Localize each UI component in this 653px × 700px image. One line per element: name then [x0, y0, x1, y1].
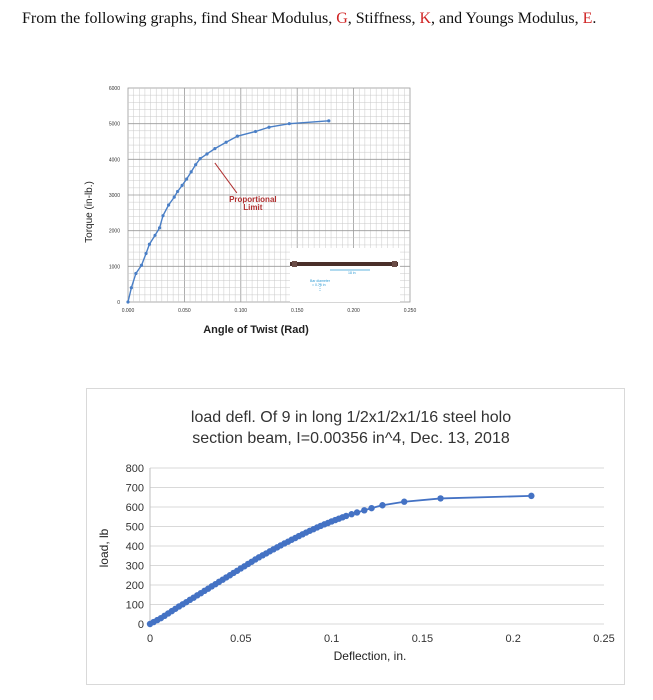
data-point — [361, 507, 368, 514]
x-tick-label: 0.050 — [178, 308, 191, 314]
y-tick-label: 600 — [126, 502, 144, 514]
data-point — [287, 122, 291, 126]
annotation-line1: Proportional — [229, 195, 277, 204]
data-point — [139, 263, 144, 267]
x-tick-label: 0.150 — [291, 308, 304, 314]
series-points — [126, 119, 331, 304]
data-point — [437, 495, 444, 502]
data-point — [161, 214, 165, 218]
data-point — [172, 195, 176, 199]
question-text: From the following graphs, find Shear Mo… — [22, 10, 642, 28]
y-axis-label: load, lb — [97, 528, 111, 567]
data-point — [224, 140, 228, 144]
x-tick-label: 0.200 — [347, 308, 360, 314]
annotation-leader — [214, 162, 238, 194]
y-tick-label: 0 — [138, 619, 144, 631]
data-point — [528, 492, 535, 500]
data-point — [379, 502, 386, 509]
data-point — [368, 504, 375, 512]
x-tick-labels: 0 0.05 0.1 0.15 0.2 0.25 — [147, 633, 615, 645]
data-point — [147, 242, 152, 246]
data-point — [167, 203, 171, 207]
x-tick-label: 0.05 — [230, 633, 251, 645]
data-point — [213, 147, 217, 151]
y-tick-label: 4000 — [109, 157, 120, 163]
y-tick-label: 5000 — [109, 122, 120, 128]
y-tick-label: 300 — [126, 561, 144, 573]
question-lead: From the following graphs, find Shear Mo… — [22, 10, 333, 27]
x-tick-labels: 0.000 0.050 0.100 0.150 0.200 0.250 — [122, 308, 417, 314]
inset-background — [290, 248, 400, 302]
y-tick-label: 0 — [117, 300, 120, 306]
question-end: . — [592, 10, 597, 27]
x-tick-label: 0.100 — [235, 308, 248, 314]
data-point — [185, 177, 189, 181]
data-point — [267, 125, 271, 129]
y-tick-label: 100 — [126, 600, 144, 612]
inset-photo: Bar diameter= 0.75 in 18 in — [290, 248, 400, 302]
data-point — [126, 300, 130, 304]
data-point — [134, 271, 138, 276]
data-point — [253, 129, 258, 134]
question-mid-1: , Stiffness, — [347, 10, 416, 27]
x-tick-label: 0.250 — [404, 308, 417, 314]
data-point — [353, 509, 361, 516]
steel-bar-icon — [290, 262, 398, 266]
y-tick-label: 6000 — [109, 86, 120, 92]
symbol-e: E — [582, 10, 593, 27]
x-axis-label: Angle of Twist (Rad) — [203, 324, 309, 336]
y-tick-label: 2000 — [109, 229, 120, 235]
y-tick-label: 800 — [126, 463, 144, 475]
data-point — [342, 512, 350, 520]
chart-title-line1: load defl. Of 9 in long 1/2x1/2x1/16 ste… — [191, 409, 511, 426]
x-tick-label: 0.15 — [412, 633, 433, 645]
data-point — [205, 152, 209, 156]
annotation-line2: Limit — [243, 203, 262, 212]
chart-border — [86, 388, 625, 685]
y-tick-label: 1000 — [109, 264, 120, 270]
series-points — [146, 492, 535, 628]
x-tick-label: 0.2 — [506, 633, 521, 645]
data-point — [348, 511, 355, 518]
data-point — [180, 183, 184, 187]
data-point — [194, 163, 198, 167]
data-point — [198, 157, 202, 161]
y-tick-label: 400 — [126, 541, 144, 553]
y-tick-label: 500 — [126, 522, 144, 534]
y-axis-label: Torque (in-lb.) — [84, 181, 95, 243]
y-tick-labels: 0 1000 2000 3000 4000 5000 6000 — [109, 86, 120, 306]
y-tick-labels: 0 100 200 300 400 500 600 700 800 — [126, 463, 144, 631]
data-point — [235, 134, 240, 138]
load-deflection-chart: load defl. Of 9 in long 1/2x1/2x1/16 ste… — [86, 388, 625, 685]
inset-label-diameter-value: = 0.75 in — [312, 283, 326, 287]
y-tick-label: 200 — [126, 580, 144, 592]
inset-label-length: 18 in — [348, 271, 356, 275]
data-point — [401, 498, 408, 505]
inset-label-diameter: Bar diameter — [310, 279, 331, 283]
x-tick-label: 0.000 — [122, 308, 135, 314]
bar-end-icon — [392, 261, 397, 267]
y-tick-label: 700 — [126, 483, 144, 495]
question-mid-2: , and Youngs Modulus, — [431, 10, 579, 27]
x-axis-label: Deflection, in. — [334, 649, 407, 663]
data-point — [189, 170, 193, 174]
torque-twist-chart: 0 1000 2000 3000 4000 5000 6000 0.000 0.050 0.10… — [84, 86, 417, 336]
y-tick-label: 3000 — [109, 193, 120, 199]
grid — [149, 467, 604, 625]
data-point — [327, 119, 331, 123]
x-tick-label: 0 — [147, 633, 153, 645]
data-point — [157, 226, 162, 230]
x-tick-label: 0.1 — [324, 633, 339, 645]
data-point — [176, 189, 180, 194]
data-point — [129, 286, 133, 290]
data-point — [153, 233, 157, 237]
symbol-g: G — [336, 10, 348, 27]
bar-end-icon — [292, 261, 297, 267]
x-tick-label: 0.25 — [593, 633, 614, 645]
chart-title-line2: section beam, I=0.00356 in^4, Dec. 13, 2… — [192, 430, 510, 447]
symbol-k: K — [419, 10, 432, 27]
data-point — [144, 251, 148, 256]
